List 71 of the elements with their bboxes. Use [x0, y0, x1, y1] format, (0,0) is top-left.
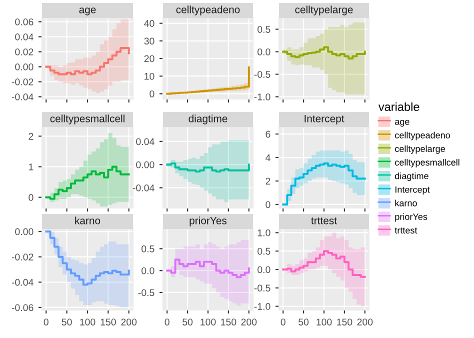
- x-tick-label: 100: [316, 318, 332, 326]
- chart-title: Intercept: [304, 115, 344, 124]
- chart-title: age: [79, 8, 96, 16]
- y-tick-label: 4: [265, 154, 270, 162]
- y-tick-label: -0.5: [254, 70, 270, 78]
- x-tick-label: 100: [80, 318, 96, 326]
- y-tick-label: 0.00: [136, 161, 154, 168]
- chart-title: celltypesmallcell: [50, 114, 124, 124]
- y-tick-label: 0.5: [258, 248, 270, 255]
- y-tick-label: 0.5: [258, 26, 270, 33]
- x-tick-label: 0: [280, 318, 286, 326]
- y-tick-label: -0.04: [12, 278, 34, 286]
- x-tick-label: 50: [62, 318, 72, 326]
- y-tick-label: -0.5: [138, 289, 154, 296]
- y-tick-label: 0: [28, 194, 34, 201]
- y-tick-label: 30: [144, 38, 154, 45]
- x-tick-label: 150: [100, 318, 116, 326]
- x-tick-label: 50: [182, 318, 193, 326]
- y-tick-label: 2: [266, 178, 270, 185]
- legend-label: trttest: [394, 228, 418, 234]
- y-tick-label: 0.04: [15, 33, 34, 40]
- legend-title: variable: [378, 102, 420, 112]
- y-tick-label: 0.02: [15, 48, 34, 56]
- x-tick-label: 200: [121, 318, 137, 326]
- y-tick-label: 0.06: [15, 18, 34, 26]
- y-tick-label: 20: [144, 55, 154, 62]
- y-tick-label: 2: [28, 132, 34, 140]
- legend-label: Intercept: [395, 186, 430, 195]
- legend-label: celltypeadeno: [395, 132, 450, 140]
- chart-title: celltypelarge: [295, 6, 353, 16]
- y-tick-label: -0.5: [254, 284, 270, 292]
- y-tick-label: 6: [266, 130, 270, 138]
- x-tick-label: 100: [200, 318, 216, 326]
- y-tick-label: 0: [266, 201, 270, 208]
- y-tick-label: 0: [150, 90, 154, 98]
- y-tick-label: -1.0: [254, 303, 270, 310]
- x-tick-label: 200: [241, 318, 257, 326]
- y-tick-label: 1: [29, 164, 34, 170]
- x-tick-label: 0: [164, 318, 170, 326]
- chart-title: priorYes: [190, 216, 227, 226]
- y-tick-label: 0.5: [142, 245, 154, 252]
- chart-title: karno: [75, 216, 100, 224]
- y-tick-label: 0.04: [136, 138, 154, 146]
- chart-title: trttest: [311, 217, 337, 224]
- x-tick-label: 0: [44, 318, 48, 326]
- x-tick-label: 150: [221, 318, 236, 326]
- y-tick-label: -0.04: [12, 93, 34, 100]
- y-tick-label: 1.0: [258, 229, 270, 236]
- y-tick-label: -0.06: [12, 304, 34, 312]
- legend-label: priorYes: [395, 213, 428, 222]
- legend-label: diagtime: [395, 172, 428, 181]
- y-tick-label: -1.0: [254, 93, 270, 100]
- legend-label: age: [395, 120, 410, 127]
- chart-title: diagtime: [188, 114, 228, 124]
- x-tick-label: 50: [298, 318, 309, 326]
- x-tick-label: 150: [337, 318, 352, 326]
- y-tick-label: 0.0: [258, 266, 270, 274]
- x-tick-label: 200: [357, 318, 373, 326]
- y-tick-label: 0.00: [15, 228, 34, 236]
- y-tick-label: -0.02: [12, 254, 34, 260]
- y-tick-label: 0.0: [258, 48, 270, 56]
- y-tick-label: -0.02: [12, 78, 34, 86]
- y-tick-label: 10: [144, 72, 154, 80]
- legend-label: celltypesmallcell: [395, 158, 460, 168]
- legend-label: karno: [395, 200, 417, 206]
- y-tick-label: 40: [144, 20, 154, 27]
- y-tick-label: -0.04: [132, 184, 154, 192]
- y-tick-label: 0.0: [142, 267, 154, 274]
- legend-label: celltypelarge: [395, 145, 445, 154]
- y-tick-label: 0.00: [15, 63, 34, 70]
- chart-title: celltypeadeno: [176, 6, 240, 16]
